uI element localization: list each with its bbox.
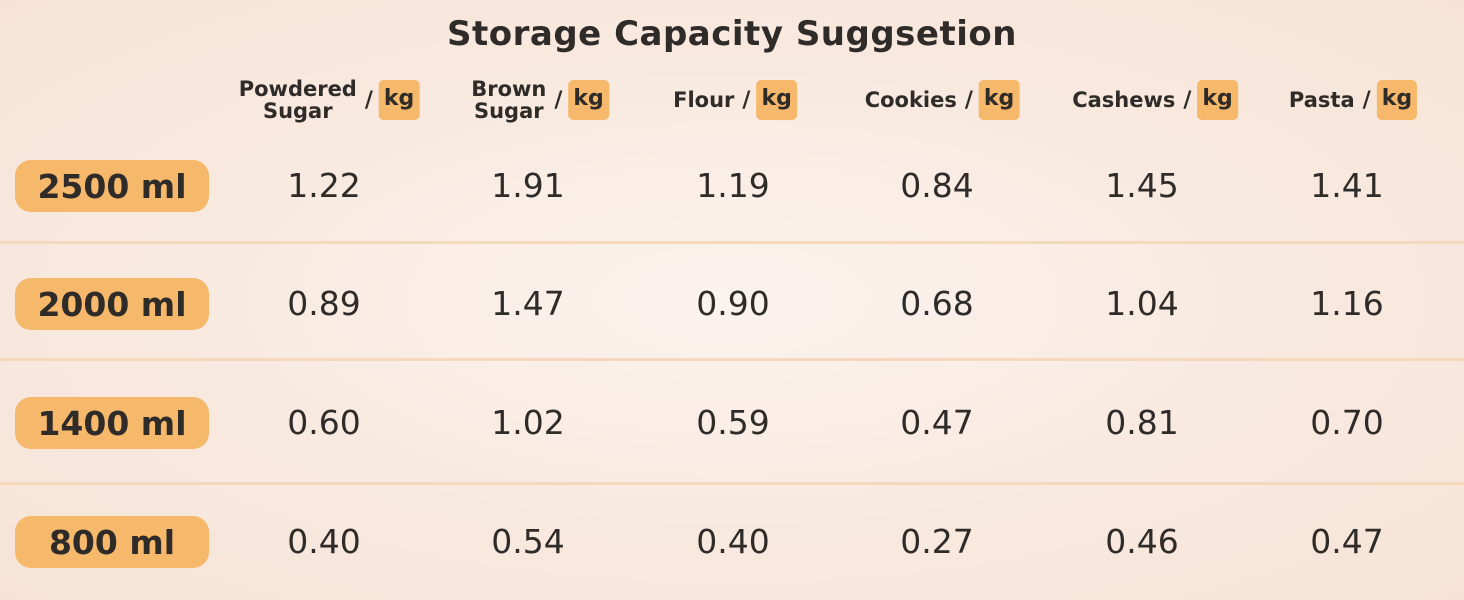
- table-cell: 0.40: [287, 522, 361, 561]
- column-header: Brown Sugar / kg: [471, 74, 609, 126]
- column-name: Pasta: [1289, 89, 1355, 111]
- table-cell: 0.70: [1310, 403, 1384, 442]
- unit-badge: kg: [568, 80, 609, 120]
- table-cell: 1.02: [491, 403, 565, 442]
- column-name: Powdered Sugar: [239, 78, 357, 122]
- row-divider: [0, 241, 1464, 244]
- column-name-line: Pasta: [1288, 88, 1355, 112]
- column-name-line: Sugar: [473, 99, 544, 123]
- column-header: Pasta / kg: [1289, 74, 1418, 126]
- table-cell: 0.40: [696, 522, 770, 561]
- table-cell: 1.41: [1310, 166, 1384, 205]
- column-name-line: Sugar: [262, 99, 333, 123]
- table-cell: 0.47: [900, 403, 974, 442]
- column-name-line: Cashews: [1072, 88, 1176, 112]
- table-cell: 1.47: [491, 284, 565, 323]
- column-header: Cashews / kg: [1072, 74, 1238, 126]
- unit-badge: kg: [978, 80, 1020, 120]
- unit-separator: /: [742, 87, 751, 113]
- column-name: Cashews: [1072, 89, 1175, 111]
- table-cell: 1.22: [287, 166, 361, 205]
- column-header: Cookies / kg: [865, 74, 1020, 126]
- table-cell: 0.47: [1310, 522, 1384, 561]
- table-cell: 1.45: [1105, 166, 1179, 205]
- unit-separator: /: [554, 87, 563, 113]
- table-cell: 0.46: [1105, 522, 1179, 561]
- column-name: Flour: [673, 89, 734, 111]
- unit-badge: kg: [378, 80, 420, 120]
- column-name-line: Cookies: [864, 88, 957, 112]
- unit-separator: /: [1362, 87, 1371, 113]
- column-name: Brown Sugar: [471, 78, 546, 122]
- table-cell: 0.81: [1105, 403, 1179, 442]
- table-cell: 1.16: [1310, 284, 1384, 323]
- unit-separator: /: [364, 87, 373, 113]
- table-cell: 0.54: [491, 522, 565, 561]
- row-divider: [0, 482, 1464, 485]
- table-cell: 0.59: [696, 403, 770, 442]
- column-name-line: Brown: [471, 77, 547, 101]
- table-cell: 0.60: [287, 403, 361, 442]
- unit-badge: kg: [1376, 80, 1418, 120]
- unit-badge: kg: [1197, 80, 1238, 120]
- column-name: Cookies: [865, 89, 957, 111]
- table-cell: 1.91: [491, 166, 565, 205]
- column-name-line: Powdered: [238, 77, 357, 101]
- unit-separator: /: [964, 87, 973, 113]
- table-cell: 0.84: [900, 166, 974, 205]
- table-cell: 0.68: [900, 284, 974, 323]
- table-cell: 0.90: [696, 284, 770, 323]
- table-title: Storage Capacity Suggsetion: [447, 14, 1017, 54]
- table-cell: 0.27: [900, 522, 974, 561]
- table-cell: 1.04: [1105, 284, 1179, 323]
- table-cell: 1.19: [696, 166, 770, 205]
- column-name-line: Flour: [673, 88, 735, 112]
- row-label-badge: 2000 ml: [15, 278, 209, 330]
- column-header: Powdered Sugar / kg: [239, 74, 420, 126]
- row-divider: [0, 358, 1464, 361]
- row-label-badge: 800 ml: [15, 516, 209, 568]
- column-header: Flour / kg: [673, 74, 797, 126]
- unit-separator: /: [1183, 87, 1192, 113]
- table-cell: 0.89: [287, 284, 361, 323]
- unit-badge: kg: [756, 80, 797, 120]
- row-label-badge: 2500 ml: [15, 160, 209, 212]
- row-label-badge: 1400 ml: [15, 397, 209, 449]
